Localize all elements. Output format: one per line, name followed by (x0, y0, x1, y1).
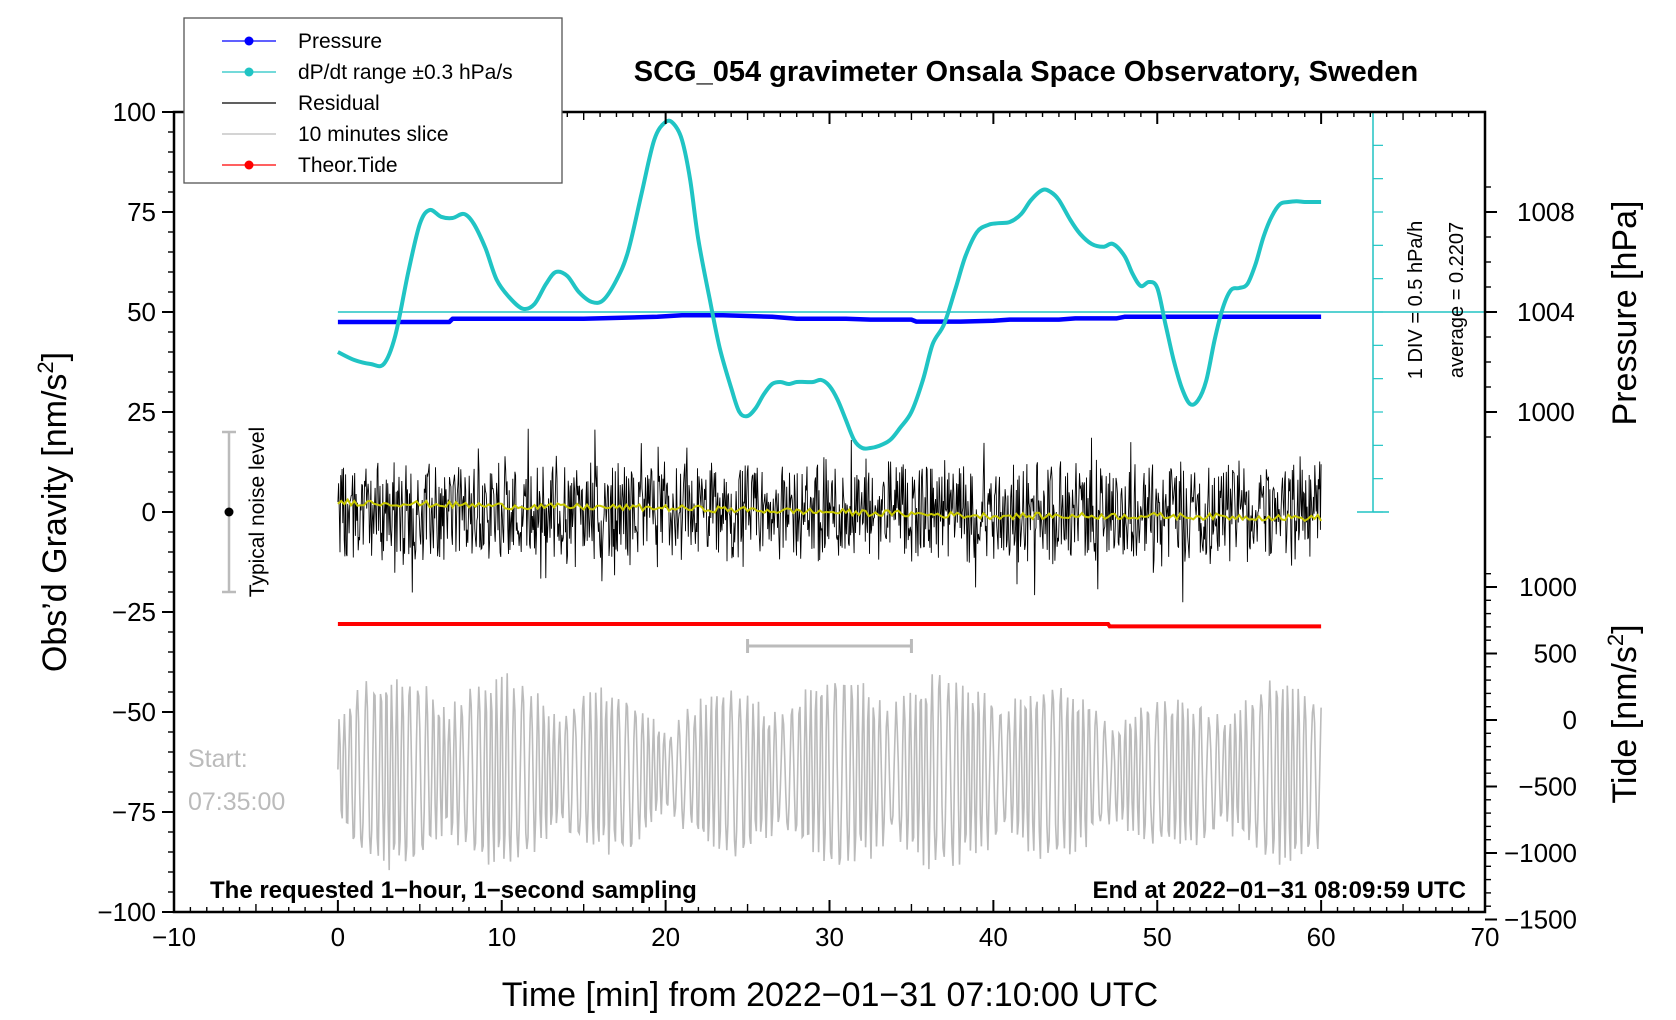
dpdt-scale-label: 1 DIV = 0.5 hPa/h (1405, 221, 1427, 379)
x-tick-label: 20 (651, 922, 680, 952)
footer-right-note: End at 2022−01−31 08:09:59 UTC (1092, 877, 1466, 904)
y-tick-label: −100 (97, 897, 156, 927)
tide-axis-label: Tide [nm/s2] (1603, 624, 1644, 803)
legend-label: 10 minutes slice (298, 123, 449, 146)
tide-tick-label: −500 (1518, 772, 1577, 802)
x-tick-label: 40 (979, 922, 1008, 952)
legend-label: Theor.Tide (298, 154, 398, 177)
noise-level-label: Typical noise level (246, 427, 269, 597)
x-tick-label: 70 (1471, 922, 1500, 952)
pressure-tick-label: 1008 (1517, 197, 1575, 227)
pressure-tick-label: 1004 (1517, 297, 1575, 327)
start-time: 07:35:00 (188, 788, 285, 816)
pressure-line (337, 312, 1322, 325)
legend-swatch-marker (244, 36, 254, 46)
tide-tick-label: −1000 (1504, 838, 1577, 868)
legend-label: dP/dt range ±0.3 hPa/s (298, 61, 513, 84)
x-axis-label: Time [min] from 2022−01−31 07:10:00 UTC (502, 976, 1158, 1014)
dpdt-line (337, 118, 1322, 451)
y-tick-label: −50 (112, 697, 156, 727)
legend-box (183, 17, 563, 184)
y-tick-label: −25 (112, 597, 156, 627)
tide-tick-label: 1000 (1519, 572, 1577, 602)
footer-left-note: The requested 1−hour, 1−second sampling (210, 877, 697, 904)
y-tick-label: 75 (127, 197, 156, 227)
pressure-axis-label: Pressure [hPa] (1606, 201, 1644, 426)
theor-tide-line (337, 622, 1322, 629)
x-tick-label: 10 (487, 922, 516, 952)
start-label: Start: (188, 745, 248, 773)
legend-label: Pressure (298, 30, 382, 53)
legend-swatch-marker (244, 67, 254, 77)
slice-line (337, 673, 1322, 871)
pressure-tick-label: 1000 (1517, 397, 1575, 427)
x-tick-label: 0 (331, 922, 345, 952)
residual-line (337, 428, 1322, 603)
legend-swatch-marker (244, 160, 254, 170)
tide-tick-label: −1500 (1504, 905, 1577, 935)
chart-title: SCG_054 gravimeter Onsala Space Observat… (634, 56, 1418, 88)
tide-tick-label: 500 (1534, 639, 1577, 669)
y-tick-label: 25 (127, 397, 156, 427)
y-tick-label: 100 (113, 97, 156, 127)
y-tick-label: 0 (142, 497, 156, 527)
legend: Pressure dP/dt range ±0.3 hPa/s Residual 10… (183, 17, 563, 184)
y-tick-label: 50 (127, 297, 156, 327)
x-tick-label: −10 (152, 922, 196, 952)
x-tick-label: 50 (1143, 922, 1172, 952)
residual-mean-line (337, 497, 1322, 523)
y-tick-label: −75 (112, 797, 156, 827)
legend-label: Residual (298, 92, 380, 115)
x-tick-label: 60 (1307, 922, 1336, 952)
average-label: average = 0.2207 (1446, 222, 1468, 378)
y-axis-label: Obs’d Gravity [nm/s2] (33, 352, 74, 672)
tide-tick-label: 0 (1563, 705, 1577, 735)
noise-level-center-dot (224, 507, 234, 517)
x-tick-label: 30 (815, 922, 844, 952)
